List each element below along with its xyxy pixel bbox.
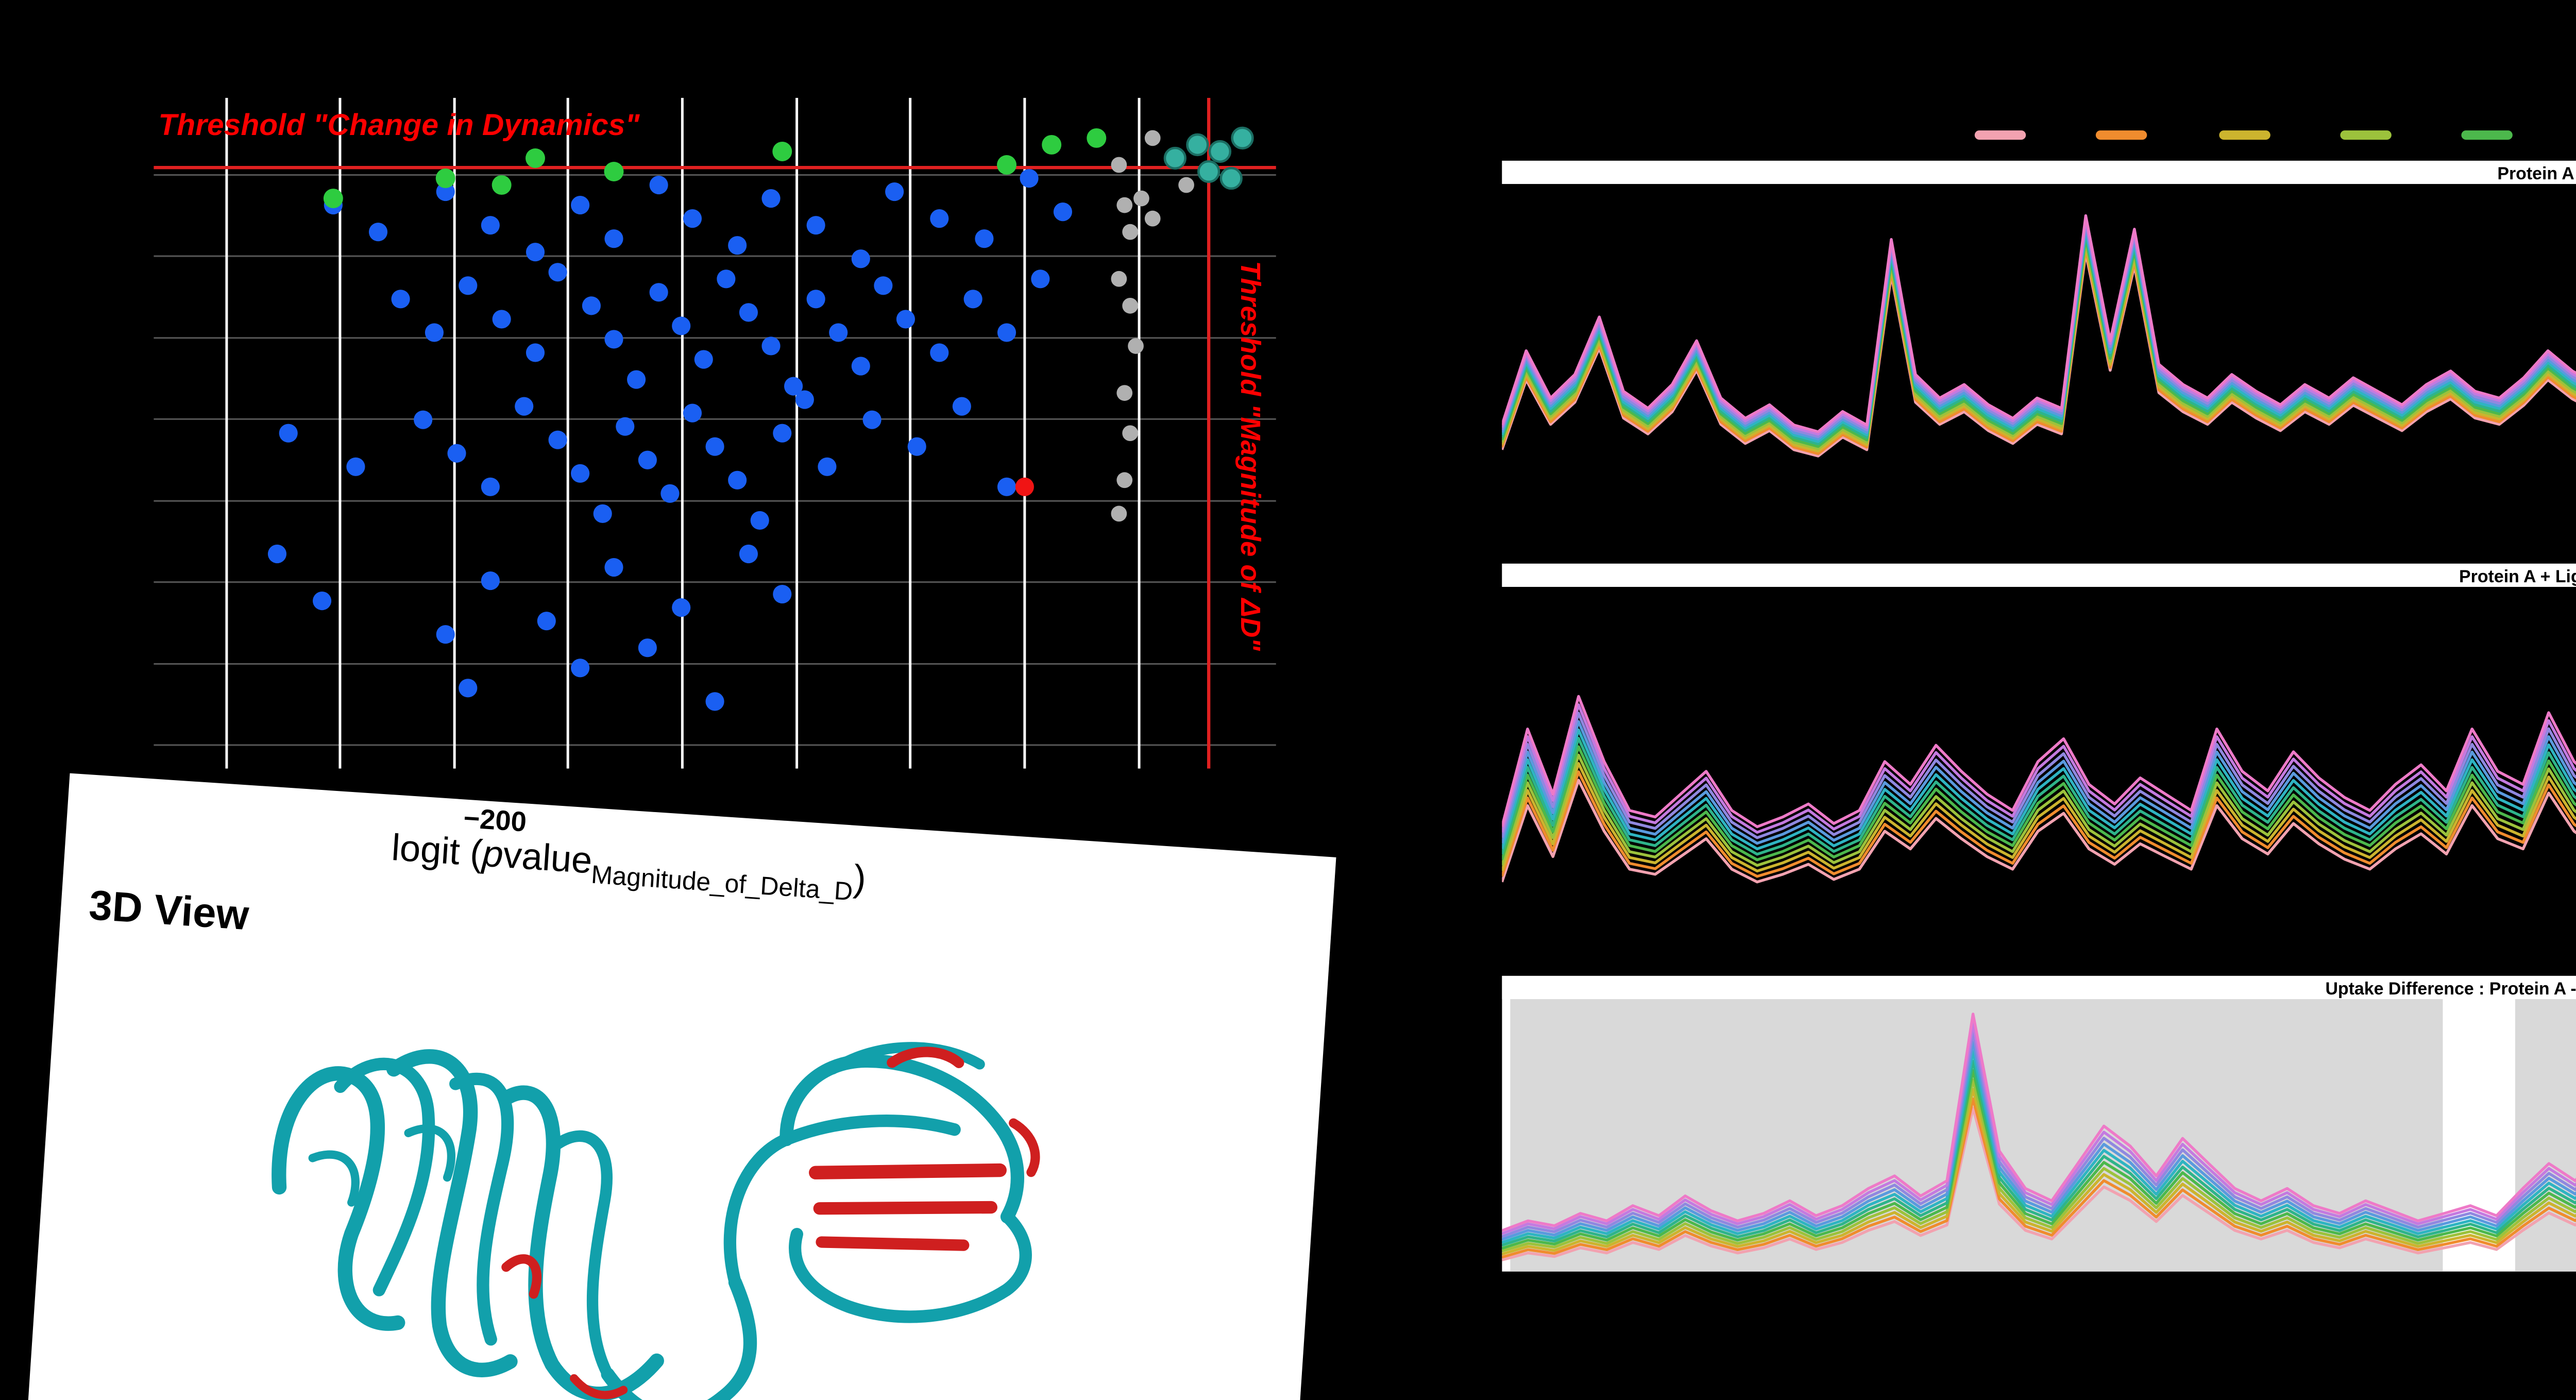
3d-view-card: −200 logit (pvalueMagnitude_of_Delta_D) … <box>28 773 1336 1400</box>
panel2-title: Protein A + Ligand <box>2459 565 2576 586</box>
legend-item[interactable] <box>2340 130 2392 140</box>
panel1-title-bar: Protein A <box>1502 160 2576 184</box>
protein-3d-structure[interactable] <box>156 968 1184 1400</box>
legend-item[interactable] <box>2096 130 2148 140</box>
timepoint-legend <box>1974 128 2576 142</box>
panel2-title-bar: Protein A + Ligand <box>1502 563 2576 587</box>
3d-view-title: 3D View <box>87 882 250 939</box>
volcano-canvas[interactable] <box>154 97 1276 769</box>
uptake-difference-plot[interactable] <box>1502 999 2576 1272</box>
panel1-title: Protein A <box>2497 162 2574 183</box>
threshold-magnitude-label: Threshold "Magnitude of ΔD" <box>1234 261 1267 651</box>
threshold-dynamics-label: Threshold "Change in Dynamics" <box>158 107 640 142</box>
volcano-plot[interactable]: Threshold "Change in Dynamics" Threshold… <box>154 97 1276 769</box>
protein-ribbon-red <box>501 1047 1040 1399</box>
panel3-title-bar: Uptake Difference : Protein A - (Protein… <box>1502 975 2576 999</box>
uptake-plot-protein-a-ligand[interactable] <box>1502 587 2576 936</box>
legend-item[interactable] <box>2462 130 2513 140</box>
legend-item[interactable] <box>1974 130 2026 140</box>
legend-item[interactable] <box>2218 130 2269 140</box>
x-axis-tick: −200 <box>462 802 528 839</box>
x-axis-label: logit (pvalueMagnitude_of_Delta_D) <box>390 830 868 907</box>
uptake-plot-protein-a[interactable] <box>1502 184 2576 545</box>
panel3-title: Uptake Difference : Protein A - (Protein… <box>2325 977 2576 998</box>
